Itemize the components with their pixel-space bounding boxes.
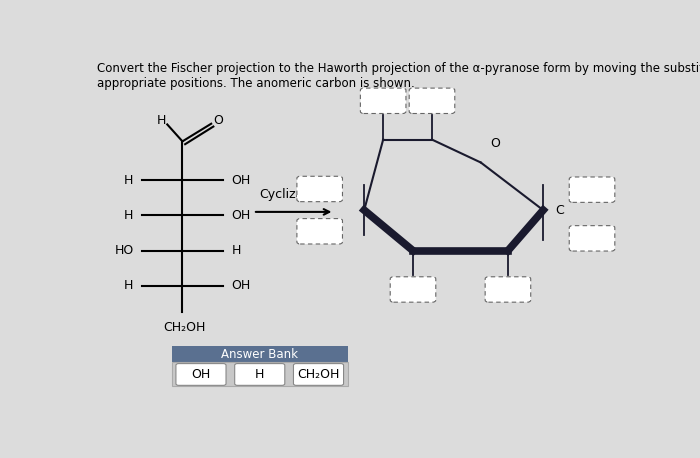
Text: Answer Bank: Answer Bank <box>221 348 298 360</box>
Text: CH₂OH: CH₂OH <box>163 321 205 334</box>
Text: H: H <box>255 368 265 381</box>
Text: O: O <box>213 114 223 127</box>
Text: C: C <box>555 204 564 218</box>
FancyBboxPatch shape <box>293 364 344 385</box>
Text: H: H <box>231 244 241 257</box>
FancyBboxPatch shape <box>297 176 342 202</box>
Text: OH: OH <box>231 209 251 222</box>
Text: O: O <box>491 137 500 150</box>
Text: H: H <box>124 209 134 222</box>
Text: H: H <box>124 174 134 187</box>
FancyBboxPatch shape <box>390 277 436 302</box>
Text: Convert the Fischer projection to the Haworth projection of the α-pyranose form : Convert the Fischer projection to the Ha… <box>97 62 700 90</box>
Text: OH: OH <box>191 368 211 381</box>
FancyBboxPatch shape <box>172 362 348 387</box>
Text: H: H <box>157 114 167 127</box>
Text: CH₂OH: CH₂OH <box>298 368 340 381</box>
Text: OH: OH <box>231 279 251 293</box>
Text: OH: OH <box>231 174 251 187</box>
FancyBboxPatch shape <box>410 88 455 114</box>
FancyBboxPatch shape <box>360 88 406 114</box>
Text: HO: HO <box>114 244 134 257</box>
FancyBboxPatch shape <box>176 364 226 385</box>
FancyBboxPatch shape <box>569 177 615 202</box>
FancyBboxPatch shape <box>569 226 615 251</box>
FancyBboxPatch shape <box>485 277 531 302</box>
FancyBboxPatch shape <box>172 345 348 362</box>
Text: Cyclization: Cyclization <box>260 188 328 202</box>
FancyBboxPatch shape <box>297 218 342 244</box>
FancyBboxPatch shape <box>234 364 285 385</box>
Text: H: H <box>124 279 134 293</box>
